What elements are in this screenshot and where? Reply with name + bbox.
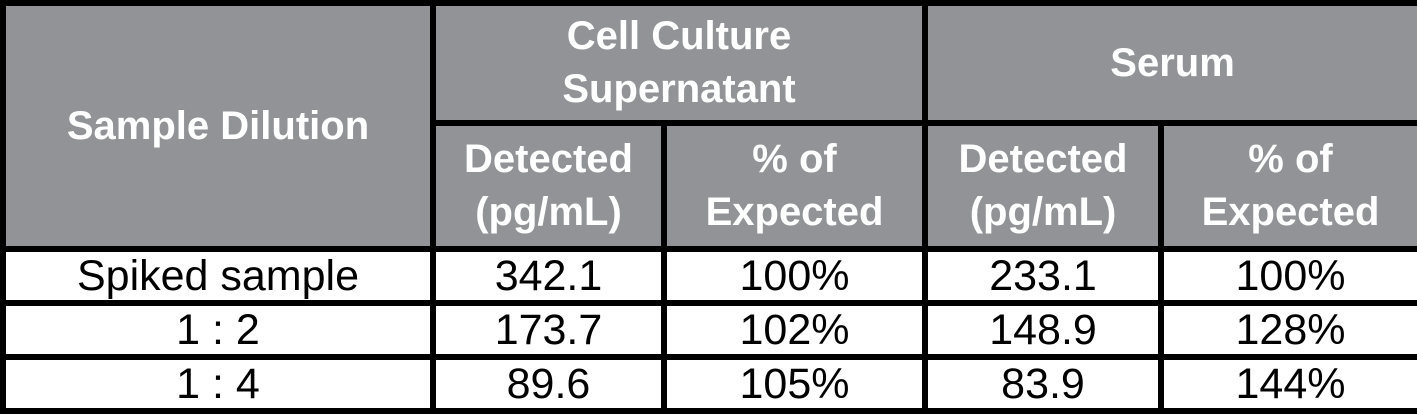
table-header: Sample Dilution Cell Culture Supernatant… — [0, 0, 1417, 252]
table-body: Spiked sample 342.1 100% 233.1 100% 1 : … — [0, 246, 1417, 414]
row-label: Spiked sample — [0, 246, 436, 306]
serum-detected-value: 148.9 — [922, 300, 1165, 360]
header-serum-detected: Detected (pg/mL) — [922, 120, 1165, 252]
serum-pct-expected-value: 128% — [1158, 300, 1417, 360]
table-row-dilution-1-4: 1 : 4 89.6 105% 83.9 144% — [0, 354, 1417, 414]
serum-detected-value: 83.9 — [922, 354, 1165, 414]
row-label: 1 : 2 — [0, 300, 436, 360]
table-row-dilution-1-2: 1 : 2 173.7 102% 148.9 128% — [0, 300, 1417, 360]
table-row-spiked-sample: Spiked sample 342.1 100% 233.1 100% — [0, 246, 1417, 306]
sub-header-row: Detected (pg/mL) % of Expected Detected … — [3, 120, 1417, 252]
cc-detected-value: 342.1 — [430, 246, 667, 306]
header-cc-pct-expected: % of Expected — [660, 120, 929, 252]
header-sample-dilution: Sample Dilution — [0, 0, 436, 252]
group-header-row: Sample Dilution Cell Culture Supernatant… — [0, 0, 1417, 252]
cc-detected-value: 89.6 — [430, 354, 667, 414]
serum-pct-expected-value: 144% — [1158, 354, 1417, 414]
row-label: 1 : 4 — [0, 354, 436, 414]
header-cell-culture-supernatant: Cell Culture Supernatant — [429, 0, 929, 126]
cc-pct-expected-value: 105% — [660, 354, 929, 414]
serum-pct-expected-value: 100% — [1158, 246, 1417, 306]
cc-detected-value: 173.7 — [430, 300, 667, 360]
header-cc-detected: Detected (pg/mL) — [430, 120, 667, 252]
header-serum: Serum — [922, 0, 1417, 126]
header-serum-pct-expected: % of Expected — [1158, 120, 1417, 252]
cc-pct-expected-value: 102% — [660, 300, 929, 360]
serum-detected-value: 233.1 — [922, 246, 1165, 306]
cc-pct-expected-value: 100% — [660, 246, 929, 306]
